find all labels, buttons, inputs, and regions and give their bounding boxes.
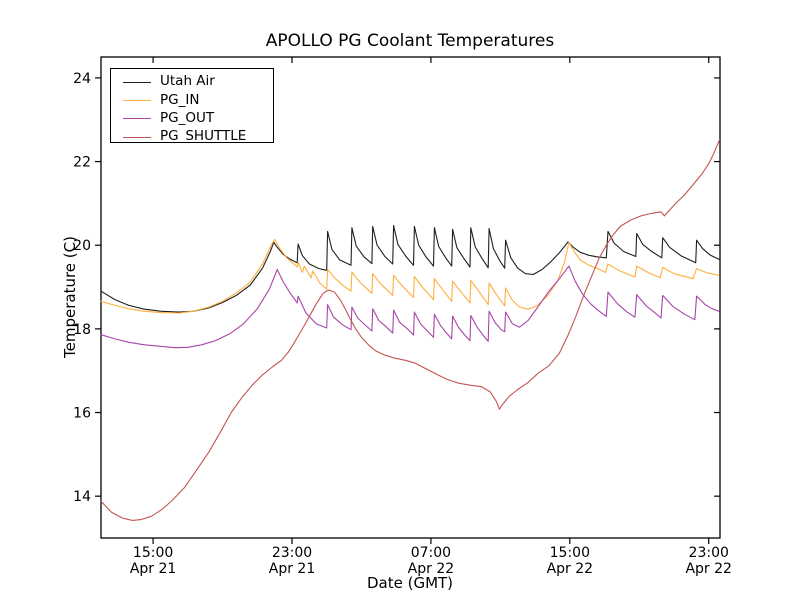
x-tick-label-date: Apr 21: [269, 561, 315, 577]
y-tick-label: 22: [73, 155, 91, 171]
legend-item-pg-shuttle: PG_SHUTTLE: [111, 128, 273, 146]
series-line-pg-out: [100, 265, 720, 349]
series-line-pg-in: [100, 238, 720, 314]
x-tick-label-time: 15:00: [550, 545, 590, 561]
x-tick-label-time: 15:00: [133, 545, 173, 561]
legend: Utah Air PG_IN PG_OUT PG_SHUTTLE: [110, 68, 274, 143]
series-line-pg-shuttle: [100, 139, 721, 521]
series-line-utah-air: [100, 225, 720, 313]
chart-title: APOLLO PG Coolant Temperatures: [266, 31, 555, 51]
series-layer: [100, 139, 721, 521]
legend-line-sample-pg-in: [123, 99, 151, 101]
x-tick-label-time: 23:00: [272, 545, 312, 561]
x-tick-label-date: Apr 22: [685, 561, 731, 577]
legend-item-pg-out: PG_OUT: [111, 110, 273, 128]
legend-label: PG_SHUTTLE: [160, 128, 247, 145]
x-tick-label-time: 07:00: [411, 545, 451, 561]
legend-label: Utah Air: [160, 73, 215, 90]
legend-line-sample-pg-shuttle: [123, 136, 151, 138]
x-tick-label-date: Apr 22: [547, 561, 593, 577]
legend-line-sample-pg-out: [123, 118, 151, 120]
y-tick-label: 16: [73, 406, 91, 422]
y-tick-label: 14: [73, 489, 91, 505]
legend-item-utah-air: Utah Air: [111, 73, 273, 91]
x-tick-label-time: 23:00: [689, 545, 729, 561]
legend-label: PG_OUT: [160, 109, 215, 126]
legend-label: PG_IN: [160, 91, 200, 108]
y-tick-label: 24: [73, 71, 91, 87]
x-tick-label-date: Apr 21: [130, 561, 176, 577]
y-axis-label: Temperature (C): [61, 236, 79, 359]
legend-item-pg-in: PG_IN: [111, 91, 273, 109]
x-tick-label-date: Apr 22: [408, 561, 454, 577]
y-tick-label: 18: [73, 322, 91, 338]
legend-line-sample-utah-air: [123, 81, 151, 83]
x-axis-label: Date (GMT): [367, 574, 453, 592]
y-tick-label: 20: [73, 238, 91, 254]
